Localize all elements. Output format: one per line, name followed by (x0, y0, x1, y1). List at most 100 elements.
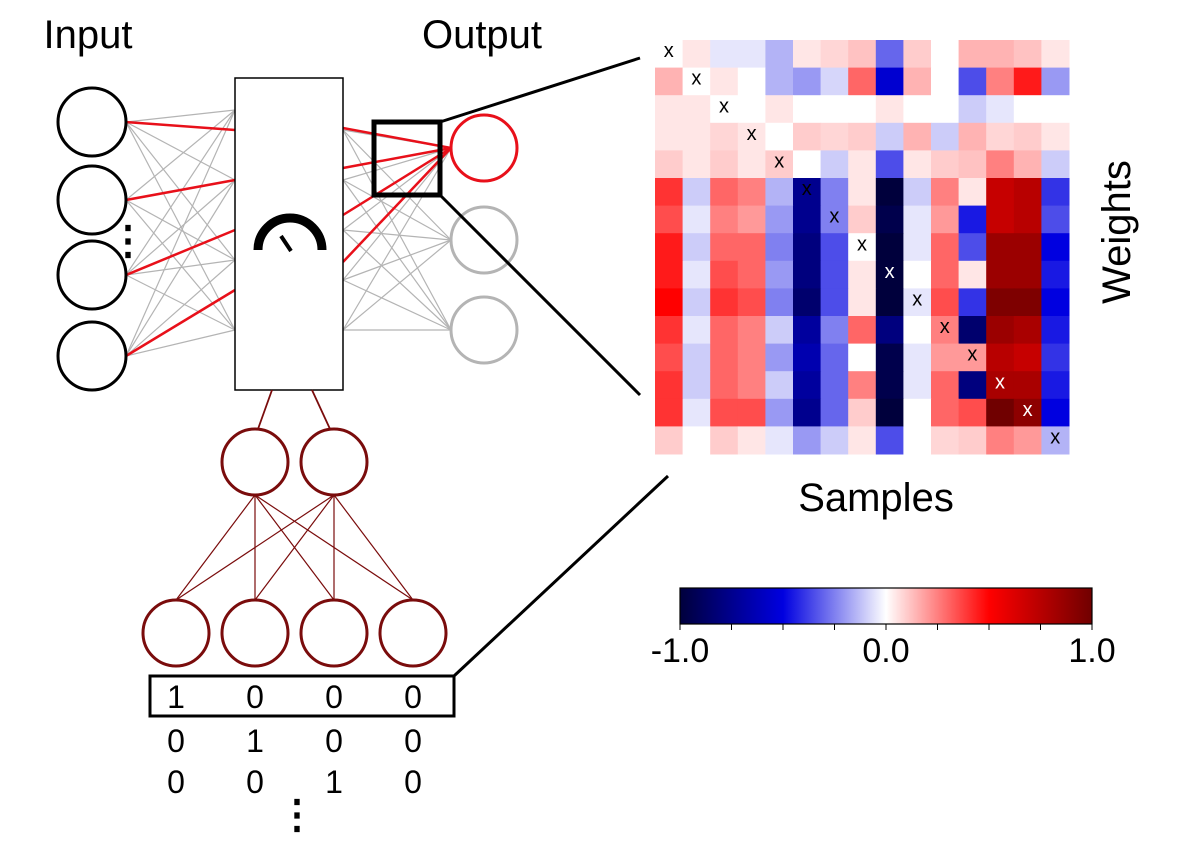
heatmap-cell (655, 260, 684, 289)
input-label: Input (44, 13, 133, 57)
heatmap-cell (986, 233, 1015, 262)
heatmap-cell (710, 260, 739, 289)
input-neuron (56, 86, 128, 158)
one-hot-cell: 1 (325, 764, 343, 800)
heatmap-cell (655, 40, 684, 69)
connection-line (125, 259, 236, 357)
connection-line (342, 147, 452, 181)
one-hot-table: 1 0 0 0 0 1 0 0 0 0 1 0 (167, 679, 422, 800)
one-hot-cell: 0 (167, 723, 185, 759)
heatmap-cell (1041, 95, 1070, 124)
one-hot-cell: 0 (246, 764, 264, 800)
heatmap-cell (958, 67, 987, 96)
connection-line (342, 229, 452, 241)
heatmap-cell (903, 95, 932, 124)
heatmap-cell (682, 95, 711, 124)
diagonal-marker: x (857, 233, 867, 255)
heatmap-cell (1013, 178, 1042, 207)
heatmap-cell (820, 40, 849, 69)
weight-zoom-box (371, 119, 443, 198)
heatmap-cell (958, 343, 987, 372)
heatmap-cell (903, 122, 932, 151)
heatmap-cell (682, 178, 711, 207)
heatmap-cell (931, 40, 960, 69)
connection-line (342, 147, 452, 281)
heatmap-cell (737, 40, 766, 69)
embedding-top-layer (220, 427, 369, 497)
heatmap-cell (655, 426, 684, 455)
active-connection-line (342, 146, 452, 170)
heatmap-cell (765, 150, 794, 179)
heatmap-cell (931, 150, 960, 179)
active-connection-line (125, 178, 236, 202)
heatmap-cell (931, 233, 960, 262)
heatmap-cell (737, 316, 766, 345)
connection-line (125, 109, 236, 123)
heatmap-cell (958, 426, 987, 455)
heatmap-cell (1013, 343, 1042, 372)
embedding-link (311, 389, 331, 430)
heatmap-cell (710, 122, 739, 151)
heatmap-cell (737, 288, 766, 317)
diagonal-marker: x (802, 178, 812, 200)
heatmap-cell (793, 40, 822, 69)
heatmap-cell (875, 343, 904, 372)
input-neuron (56, 320, 128, 392)
active-connection-line (342, 126, 452, 150)
heatmap-cell (765, 95, 794, 124)
heatmap-cell (958, 398, 987, 427)
heatmap-cell (875, 178, 904, 207)
heatmap-cell (793, 371, 822, 400)
heatmap-cell (737, 178, 766, 207)
heatmap-cell (986, 95, 1015, 124)
diagonal-marker: x (940, 316, 950, 338)
heatmap-cell (875, 67, 904, 96)
heatmap-cell (710, 343, 739, 372)
heatmap-cell (1041, 233, 1070, 262)
heatmap-cell (710, 233, 739, 262)
embedding-link (257, 389, 273, 430)
connection-line (342, 129, 452, 331)
heatmap-cell (1041, 316, 1070, 345)
heatmap-cell (848, 205, 877, 234)
connection-line (125, 329, 236, 357)
heatmap-cell (848, 288, 877, 317)
heatmap-cell (875, 288, 904, 317)
heatmap-cell (655, 343, 684, 372)
one-hot-cell: 0 (404, 723, 422, 759)
heatmap-cell (793, 288, 822, 317)
heatmap-cell (655, 205, 684, 234)
diagonal-marker: x (885, 261, 895, 283)
gauge-icon (253, 213, 327, 253)
connection-line (342, 129, 452, 241)
zoom-line-bottom (438, 193, 642, 397)
heatmap-cell (931, 178, 960, 207)
heatmap-cell (765, 426, 794, 455)
heatmap-cell (737, 150, 766, 179)
heatmap-cell (710, 316, 739, 345)
heatmap-cell (903, 178, 932, 207)
heatmap-cell (682, 316, 711, 345)
heatmap-cell (682, 260, 711, 289)
heatmap-cell (986, 316, 1015, 345)
embedding-connections (175, 389, 414, 601)
heatmap-cell (737, 398, 766, 427)
connection-line (342, 279, 452, 331)
heatmap-cell (848, 150, 877, 179)
heatmap-cell (765, 260, 794, 289)
heatmap-cell (793, 150, 822, 179)
heatmap-cell (903, 371, 932, 400)
heatmap-cell (655, 371, 684, 400)
heatmap-cell (848, 260, 877, 289)
heatmap-cell (793, 122, 822, 151)
heatmap-cell (710, 288, 739, 317)
heatmap-cell (737, 205, 766, 234)
heatmap-cell (765, 316, 794, 345)
diagonal-marker: x (774, 151, 784, 173)
one-hot-cell: 0 (404, 679, 422, 715)
heatmap-cell (986, 40, 1015, 69)
heatmap-cell (655, 178, 684, 207)
heatmap-cell (1013, 260, 1042, 289)
heatmap-cell (820, 316, 849, 345)
